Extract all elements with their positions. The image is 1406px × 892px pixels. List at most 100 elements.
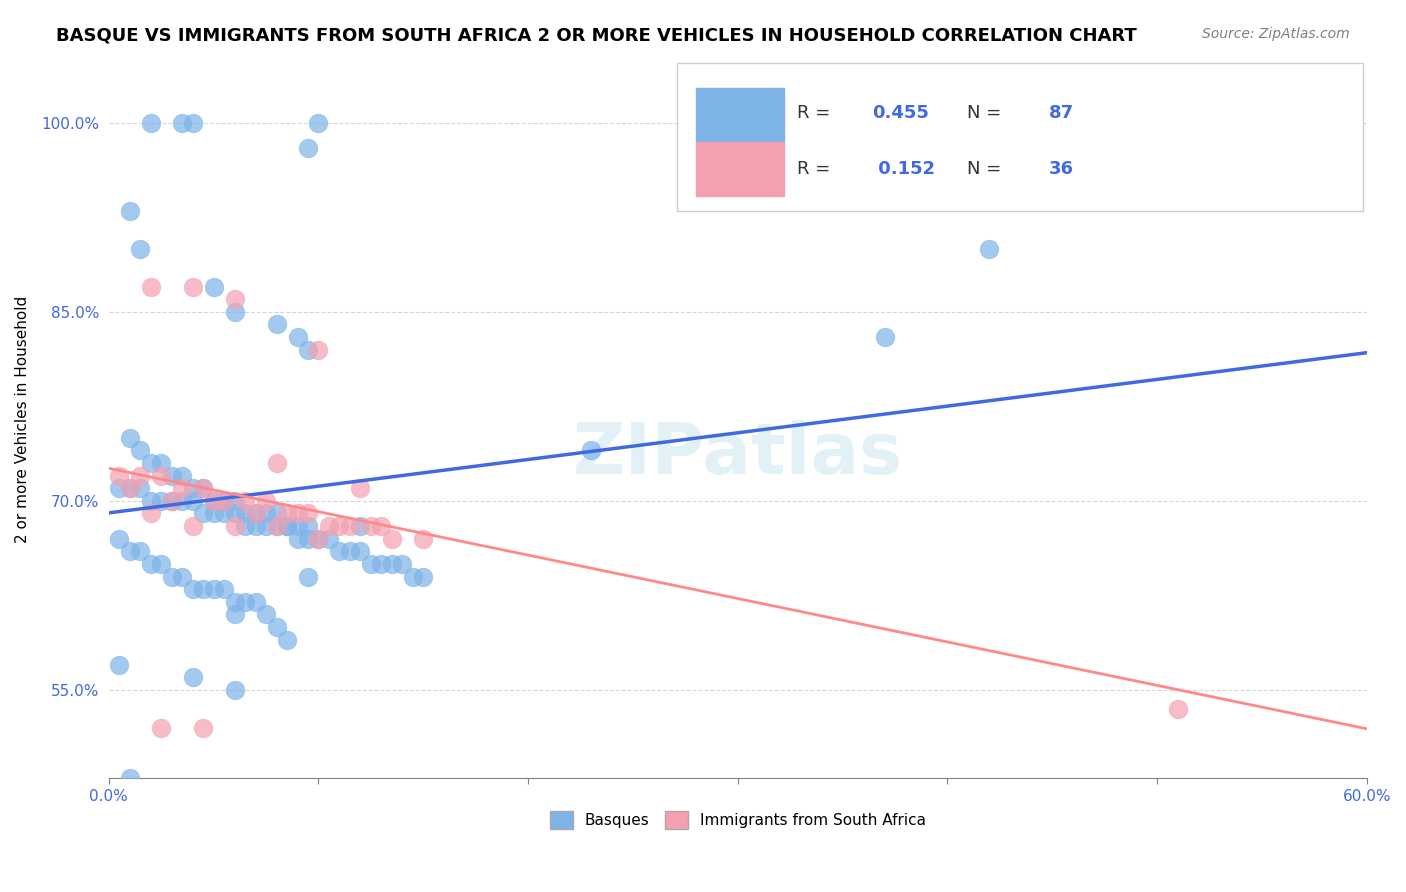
Point	[129, 468, 152, 483]
Point	[308, 343, 330, 357]
Point	[266, 507, 288, 521]
Point	[172, 569, 194, 583]
Point	[979, 242, 1001, 256]
Point	[139, 115, 162, 129]
Point	[181, 494, 204, 508]
Point	[308, 532, 330, 546]
FancyBboxPatch shape	[696, 142, 785, 196]
Point	[139, 494, 162, 508]
Point	[172, 115, 194, 129]
Point	[172, 494, 194, 508]
Point	[118, 431, 141, 445]
Point	[193, 721, 215, 735]
Point	[297, 141, 319, 155]
Point	[224, 595, 246, 609]
Point	[276, 519, 298, 533]
Point	[129, 481, 152, 495]
Point	[287, 519, 309, 533]
Point	[1167, 702, 1189, 716]
Legend: Basques, Immigrants from South Africa: Basques, Immigrants from South Africa	[544, 805, 932, 835]
Point	[254, 519, 277, 533]
Point	[150, 721, 173, 735]
Point	[266, 519, 288, 533]
Point	[245, 507, 267, 521]
Text: R =: R =	[797, 160, 837, 178]
Text: R =: R =	[797, 104, 837, 122]
Point	[224, 519, 246, 533]
Point	[108, 657, 131, 672]
Point	[212, 494, 235, 508]
Point	[150, 494, 173, 508]
Point	[212, 507, 235, 521]
Point	[287, 532, 309, 546]
Point	[224, 607, 246, 622]
Point	[287, 507, 309, 521]
FancyBboxPatch shape	[696, 88, 785, 142]
Point	[108, 468, 131, 483]
Point	[181, 670, 204, 684]
Point	[360, 557, 382, 571]
Point	[266, 620, 288, 634]
Point	[193, 481, 215, 495]
Point	[412, 569, 434, 583]
Point	[224, 507, 246, 521]
Point	[139, 456, 162, 470]
Point	[129, 544, 152, 558]
Point	[202, 507, 225, 521]
Text: Source: ZipAtlas.com: Source: ZipAtlas.com	[1202, 27, 1350, 41]
Point	[391, 557, 413, 571]
Point	[349, 481, 371, 495]
Point	[108, 481, 131, 495]
Point	[579, 443, 602, 458]
Text: N =: N =	[967, 160, 1007, 178]
Point	[254, 607, 277, 622]
Point	[224, 292, 246, 306]
Point	[118, 544, 141, 558]
Point	[150, 456, 173, 470]
Text: 87: 87	[1049, 104, 1074, 122]
Point	[873, 330, 896, 344]
Point	[297, 507, 319, 521]
Point	[381, 557, 404, 571]
Point	[339, 544, 361, 558]
Text: 0.152: 0.152	[872, 160, 935, 178]
Point	[276, 519, 298, 533]
Point	[224, 494, 246, 508]
Point	[412, 532, 434, 546]
Point	[233, 519, 256, 533]
Point	[266, 456, 288, 470]
Point	[129, 242, 152, 256]
Point	[181, 279, 204, 293]
Point	[118, 771, 141, 785]
Text: ZIPatlas: ZIPatlas	[572, 420, 903, 490]
Point	[233, 507, 256, 521]
Point	[308, 532, 330, 546]
Point	[181, 481, 204, 495]
Point	[318, 532, 340, 546]
Point	[349, 544, 371, 558]
Text: BASQUE VS IMMIGRANTS FROM SOUTH AFRICA 2 OR MORE VEHICLES IN HOUSEHOLD CORRELATI: BASQUE VS IMMIGRANTS FROM SOUTH AFRICA 2…	[56, 27, 1137, 45]
Point	[308, 115, 330, 129]
FancyBboxPatch shape	[678, 63, 1362, 211]
Point	[349, 519, 371, 533]
Point	[150, 468, 173, 483]
Point	[297, 519, 319, 533]
Point	[266, 318, 288, 332]
Point	[118, 481, 141, 495]
Point	[276, 507, 298, 521]
Text: 36: 36	[1049, 160, 1074, 178]
Point	[139, 507, 162, 521]
Point	[172, 481, 194, 495]
Point	[339, 519, 361, 533]
Point	[287, 330, 309, 344]
Point	[181, 582, 204, 596]
Point	[150, 557, 173, 571]
Point	[202, 279, 225, 293]
Point	[118, 481, 141, 495]
Point	[202, 582, 225, 596]
Point	[297, 569, 319, 583]
Point	[254, 507, 277, 521]
Point	[193, 507, 215, 521]
Point	[139, 279, 162, 293]
Point	[118, 203, 141, 218]
